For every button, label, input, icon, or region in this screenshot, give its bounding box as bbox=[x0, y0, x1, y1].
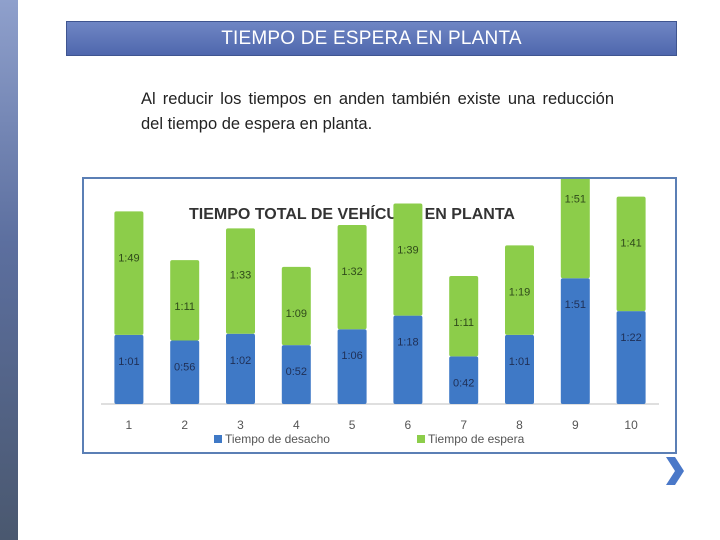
x-tick-label-8: 8 bbox=[516, 418, 523, 432]
x-tick-label-9: 9 bbox=[572, 418, 579, 432]
legend-swatch-desacho bbox=[214, 435, 222, 443]
data-label-espera-6: 1:39 bbox=[397, 244, 418, 256]
data-label-espera-5: 1:32 bbox=[341, 266, 362, 278]
slide-title: TIEMPO DE ESPERA EN PLANTA bbox=[221, 27, 522, 49]
bar-desacho-10 bbox=[616, 311, 646, 404]
data-label-desacho-10: 1:22 bbox=[620, 332, 641, 344]
x-tick-label-6: 6 bbox=[405, 418, 412, 432]
x-tick-label-1: 1 bbox=[126, 418, 133, 432]
data-label-espera-7: 1:11 bbox=[453, 317, 474, 329]
bar-espera-7 bbox=[449, 275, 479, 357]
data-label-espera-3: 1:33 bbox=[230, 269, 251, 281]
x-tick-label-7: 7 bbox=[460, 418, 467, 432]
x-tick-label-3: 3 bbox=[237, 418, 244, 432]
data-label-desacho-1: 1:01 bbox=[118, 356, 139, 368]
x-tick-label-5: 5 bbox=[349, 418, 356, 432]
bar-espera-3 bbox=[226, 228, 255, 334]
x-tick-label-2: 2 bbox=[181, 418, 188, 432]
data-label-desacho-2: 0:56 bbox=[174, 362, 195, 374]
data-label-desacho-9: 1:51 bbox=[565, 299, 586, 311]
data-label-desacho-8: 1:01 bbox=[509, 356, 530, 368]
bar-desacho-9 bbox=[560, 278, 590, 404]
data-label-desacho-4: 0:52 bbox=[286, 366, 307, 378]
x-tick-label-10: 10 bbox=[624, 418, 638, 432]
bar-espera-5 bbox=[337, 224, 367, 330]
bar-desacho-8 bbox=[505, 334, 534, 404]
data-label-espera-9: 1:51 bbox=[565, 193, 586, 205]
bar-espera-8 bbox=[505, 245, 534, 335]
bar-desacho-6 bbox=[393, 315, 423, 404]
data-label-desacho-7: 0:42 bbox=[453, 377, 474, 389]
data-label-desacho-6: 1:18 bbox=[397, 337, 418, 349]
data-label-espera-10: 1:41 bbox=[620, 238, 641, 250]
x-tick-label-4: 4 bbox=[293, 418, 300, 432]
bar-desacho-2 bbox=[170, 340, 200, 404]
data-label-espera-4: 1:09 bbox=[286, 308, 307, 320]
bar-espera-4 bbox=[281, 266, 311, 346]
bar-espera-2 bbox=[170, 260, 200, 341]
data-label-espera-1: 1:49 bbox=[118, 252, 139, 264]
chevron-right-icon[interactable] bbox=[663, 455, 687, 487]
bar-desacho-4 bbox=[281, 345, 311, 404]
data-label-desacho-5: 1:06 bbox=[341, 350, 362, 362]
side-accent-bar bbox=[0, 0, 18, 540]
slide-title-bar: TIEMPO DE ESPERA EN PLANTA bbox=[66, 21, 677, 56]
data-label-espera-2: 1:11 bbox=[174, 301, 195, 313]
chart-title: TIEMPO TOTAL DE VEHÍCULO EN PLANTA bbox=[189, 204, 515, 223]
chart-frame: TIEMPO TOTAL DE VEHÍCULO EN PLANTA 1:01 1… bbox=[82, 177, 677, 454]
bar-desacho-5 bbox=[337, 329, 367, 404]
bar-desacho-7 bbox=[449, 356, 479, 404]
data-label-desacho-3: 1:02 bbox=[230, 355, 251, 367]
slide-body-text: Al reducir los tiempos en anden también … bbox=[141, 90, 614, 133]
bar-espera-6 bbox=[393, 203, 423, 316]
bar-desacho-1 bbox=[114, 334, 144, 404]
legend-label-desacho: Tiempo de desacho bbox=[225, 432, 330, 446]
bar-espera-1 bbox=[114, 211, 144, 335]
legend-label-espera: Tiempo de espera bbox=[428, 432, 525, 446]
stacked-bar-chart: TIEMPO TOTAL DE VEHÍCULO EN PLANTA 1:01 1… bbox=[101, 179, 659, 446]
legend-swatch-espera bbox=[417, 435, 425, 443]
bar-desacho-3 bbox=[226, 333, 255, 404]
bar-espera-9 bbox=[560, 179, 590, 279]
data-label-espera-8: 1:19 bbox=[509, 286, 530, 298]
bar-espera-10 bbox=[616, 196, 646, 312]
